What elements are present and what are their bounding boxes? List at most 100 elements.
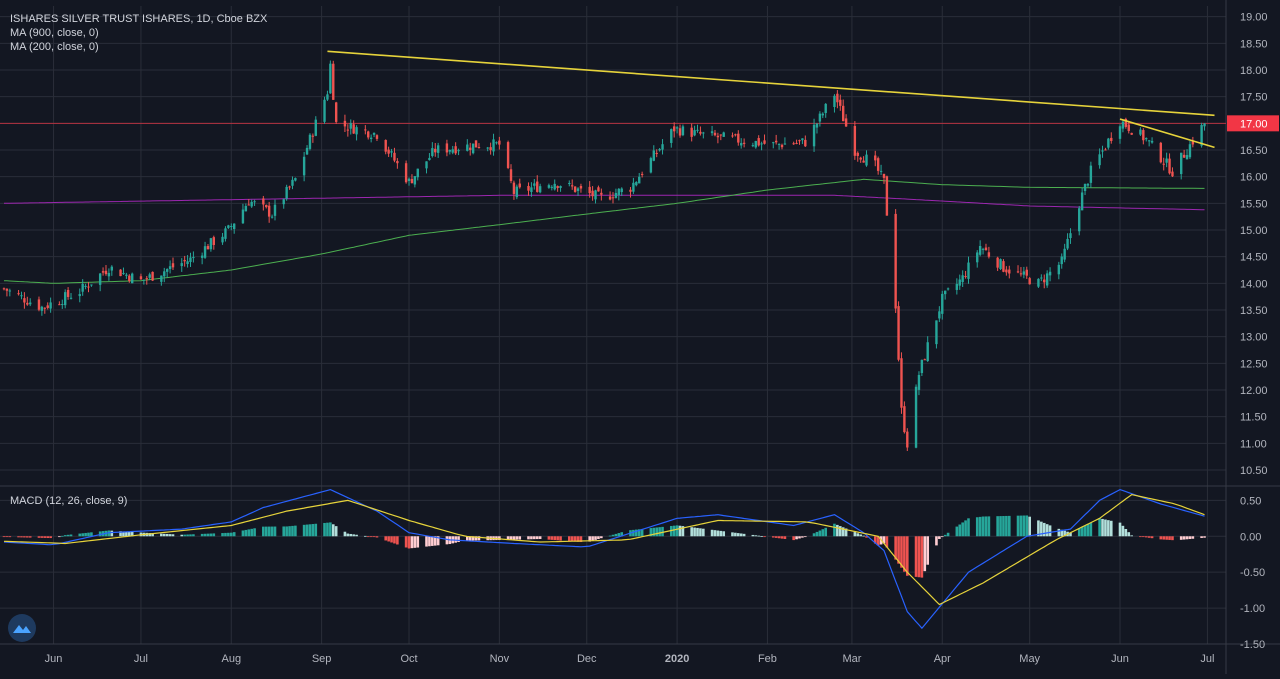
candle-body bbox=[367, 131, 370, 138]
histogram-bar bbox=[186, 534, 189, 537]
ma-900-label[interactable]: MA (900, close, 0) bbox=[10, 27, 99, 39]
candle-body bbox=[390, 151, 393, 153]
histogram-bar bbox=[678, 525, 682, 537]
histogram-bar bbox=[661, 526, 664, 537]
histogram-bar bbox=[247, 529, 251, 537]
histogram-bar bbox=[81, 533, 84, 537]
candle-body bbox=[798, 140, 801, 142]
histogram-bar bbox=[722, 531, 726, 537]
candle-body bbox=[436, 145, 440, 153]
candle-body bbox=[1040, 277, 1043, 279]
candle-body bbox=[180, 263, 183, 267]
histogram-bar bbox=[46, 536, 50, 538]
candle-body bbox=[326, 94, 329, 100]
tradingview-logo-icon[interactable] bbox=[8, 614, 36, 642]
candle-body bbox=[1057, 264, 1061, 275]
candle-body bbox=[801, 138, 804, 141]
histogram-bar bbox=[200, 533, 204, 537]
histogram-bar bbox=[964, 520, 967, 537]
histogram-bar bbox=[734, 532, 737, 537]
candle-body bbox=[876, 158, 880, 171]
histogram-bar bbox=[862, 535, 865, 537]
candle-body bbox=[346, 129, 350, 131]
candle-body bbox=[17, 293, 20, 295]
candle-body bbox=[862, 160, 865, 163]
histogram-bar bbox=[428, 536, 431, 547]
candle-body bbox=[1168, 158, 1171, 174]
time-tick-label: Aug bbox=[221, 653, 241, 665]
histogram-bar bbox=[938, 536, 941, 539]
histogram-bar bbox=[535, 536, 539, 540]
histogram-bar bbox=[127, 531, 131, 537]
candle-body bbox=[416, 168, 419, 178]
histogram-bar bbox=[798, 536, 801, 539]
histogram-bar bbox=[372, 536, 376, 538]
candle-body bbox=[1147, 140, 1151, 142]
histogram-bar bbox=[1045, 524, 1049, 537]
histogram-bar bbox=[110, 530, 114, 537]
candle-body bbox=[955, 283, 959, 290]
candle-body bbox=[856, 152, 859, 156]
candle-body bbox=[163, 271, 166, 277]
candle-body bbox=[288, 186, 291, 188]
histogram-bar bbox=[576, 536, 580, 542]
candle-body bbox=[230, 225, 233, 227]
histogram-bar bbox=[454, 536, 457, 543]
candle-body bbox=[987, 252, 991, 257]
histogram-bar bbox=[742, 533, 746, 537]
candle-body bbox=[87, 286, 90, 288]
candle-body bbox=[579, 186, 583, 189]
candle-body bbox=[200, 255, 204, 258]
histogram-bar bbox=[334, 526, 338, 537]
histogram-bar bbox=[570, 536, 574, 542]
histogram-bar bbox=[241, 530, 245, 537]
candle-body bbox=[192, 257, 195, 259]
candle-body bbox=[332, 63, 335, 100]
histogram-bar bbox=[477, 536, 481, 541]
candle-body bbox=[635, 181, 638, 186]
candle-body bbox=[611, 197, 615, 199]
histogram-bar bbox=[556, 536, 559, 541]
histogram-bar bbox=[1057, 528, 1061, 537]
histogram-bar bbox=[26, 536, 29, 538]
time-tick-label: Nov bbox=[490, 653, 510, 665]
histogram-bar bbox=[416, 536, 420, 548]
candle-body bbox=[471, 143, 475, 154]
candle-body bbox=[672, 126, 676, 132]
candle-body bbox=[329, 63, 332, 94]
histogram-bar bbox=[375, 536, 379, 538]
histogram-bar bbox=[1077, 528, 1081, 537]
candle-body bbox=[1025, 269, 1028, 276]
macd-tick-label: -1.00 bbox=[1240, 603, 1265, 615]
histogram-bar bbox=[291, 525, 294, 537]
candle-body bbox=[999, 259, 1002, 270]
candle-body bbox=[1089, 165, 1093, 183]
candle-body bbox=[1127, 124, 1130, 131]
histogram-bar bbox=[996, 516, 999, 537]
histogram-bar bbox=[780, 536, 784, 539]
candle-body bbox=[448, 150, 452, 152]
price-tick-label: 10.50 bbox=[1240, 465, 1268, 477]
macd-label[interactable]: MACD (12, 26, close, 9) bbox=[10, 495, 128, 507]
candle-body bbox=[1110, 137, 1113, 141]
ma-200-label[interactable]: MA (200, close, 0) bbox=[10, 41, 99, 53]
histogram-bar bbox=[457, 536, 460, 543]
candle-body bbox=[681, 126, 685, 136]
histogram-bar bbox=[1150, 536, 1154, 539]
histogram-bar bbox=[731, 532, 734, 537]
histogram-bar bbox=[130, 531, 134, 537]
histogram-bar bbox=[608, 535, 612, 537]
time-tick-label: May bbox=[1019, 653, 1040, 665]
price-tick-label: 15.50 bbox=[1240, 198, 1268, 210]
histogram-bar bbox=[675, 525, 679, 537]
candle-body bbox=[265, 205, 268, 208]
candle-body bbox=[1104, 149, 1107, 151]
candle-body bbox=[658, 149, 661, 151]
symbol-title[interactable]: ISHARES SILVER TRUST ISHARES, 1D, Cboe B… bbox=[10, 13, 268, 25]
histogram-bar bbox=[1162, 536, 1166, 540]
candle-body bbox=[396, 161, 399, 164]
histogram-bar bbox=[1022, 515, 1026, 537]
histogram-bar bbox=[906, 536, 909, 576]
